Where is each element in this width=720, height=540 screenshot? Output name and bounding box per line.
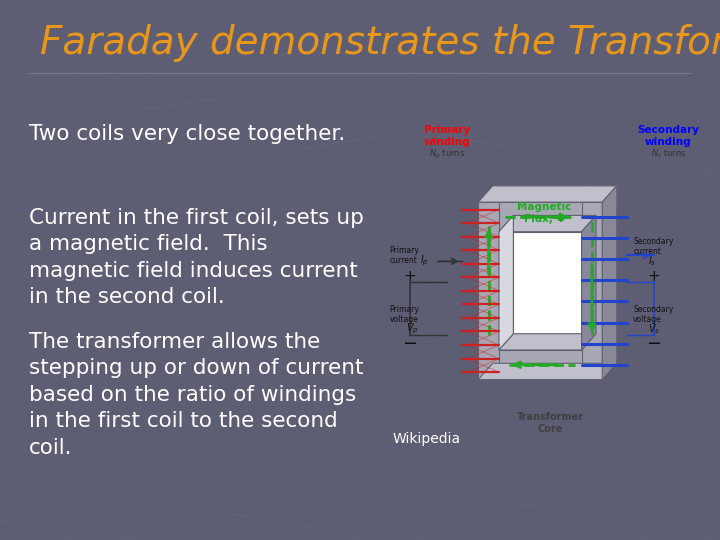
Polygon shape — [499, 215, 513, 350]
Text: $N_s$ turns: $N_s$ turns — [651, 147, 686, 160]
Polygon shape — [478, 363, 617, 380]
Text: +: + — [404, 268, 416, 284]
Polygon shape — [499, 232, 582, 350]
Text: Secondary
current: Secondary current — [634, 237, 674, 256]
Polygon shape — [478, 202, 499, 380]
Polygon shape — [478, 350, 602, 380]
Text: $V_p$: $V_p$ — [406, 322, 418, 336]
Text: Transformer
Core: Transformer Core — [517, 412, 584, 434]
Text: $I_s$: $I_s$ — [648, 254, 656, 268]
Polygon shape — [492, 334, 617, 363]
Text: −: − — [402, 335, 418, 353]
Text: Primary
voltage: Primary voltage — [390, 305, 419, 324]
Text: Current in the first coil, sets up
a magnetic field.  This
magnetic field induce: Current in the first coil, sets up a mag… — [29, 208, 364, 307]
Polygon shape — [499, 215, 596, 232]
Polygon shape — [596, 186, 617, 363]
Polygon shape — [478, 202, 602, 232]
Text: Secondary
voltage: Secondary voltage — [634, 305, 674, 324]
Text: Primary
winding: Primary winding — [424, 125, 471, 147]
Polygon shape — [492, 186, 617, 215]
Polygon shape — [492, 186, 513, 363]
Text: Magnetic
Flux, Φ: Magnetic Flux, Φ — [517, 202, 572, 224]
Text: $V_s$: $V_s$ — [648, 322, 660, 336]
Text: $I_p$: $I_p$ — [420, 254, 429, 268]
Text: The transformer allows the
stepping up or down of current
based on the ratio of : The transformer allows the stepping up o… — [29, 332, 364, 458]
Text: Two coils very close together.: Two coils very close together. — [29, 124, 345, 144]
Polygon shape — [478, 186, 617, 202]
Text: Wikipedia: Wikipedia — [392, 431, 461, 446]
Text: Primary
current: Primary current — [390, 246, 419, 265]
Text: +: + — [647, 268, 660, 284]
Text: Faraday demonstrates the Transformer: Faraday demonstrates the Transformer — [40, 24, 720, 62]
Text: −: − — [647, 335, 662, 353]
Text: Secondary
winding: Secondary winding — [637, 125, 699, 147]
Polygon shape — [499, 334, 596, 350]
Polygon shape — [582, 202, 602, 380]
Polygon shape — [582, 215, 596, 350]
Polygon shape — [602, 186, 617, 380]
Text: $N_p$ turns: $N_p$ turns — [429, 147, 465, 160]
